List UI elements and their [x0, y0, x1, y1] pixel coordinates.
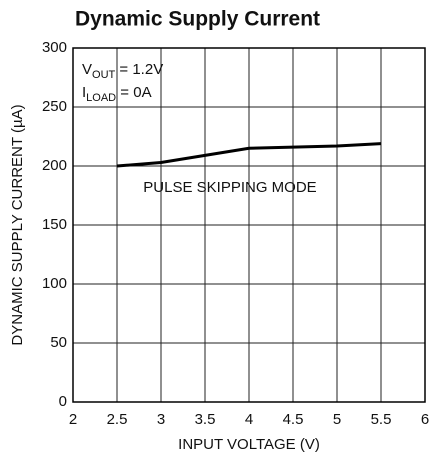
series-label: PULSE SKIPPING MODE	[143, 179, 316, 196]
series-line	[116, 142, 382, 168]
chart-title: Dynamic Supply Current	[75, 8, 320, 31]
annotation-after: = 0A	[116, 84, 151, 101]
x-tick-label: 6	[421, 411, 429, 428]
annotation-after: = 1.2V	[115, 61, 163, 78]
annotation-sub: OUT	[92, 69, 116, 81]
x-tick-label: 4	[245, 411, 253, 428]
y-tick-label: 300	[42, 39, 67, 56]
y-tick-label: 100	[42, 275, 67, 292]
y-tick-label: 50	[50, 334, 67, 351]
y-tick-label: 0	[59, 393, 67, 410]
annotation: VOUT = 1.2V	[82, 61, 163, 81]
x-tick-label: 5	[333, 411, 341, 428]
x-axis-label: INPUT VOLTAGE (V)	[178, 436, 320, 453]
x-tick-label: 2	[69, 411, 77, 428]
x-tick-label: 3	[157, 411, 165, 428]
annotation-main: I	[82, 84, 86, 101]
annotation: ILOAD = 0A	[82, 84, 152, 104]
y-tick-label: 250	[42, 98, 67, 115]
y-tick-label: 150	[42, 216, 67, 233]
y-axis-label: DYNAMIC SUPPLY CURRENT (µA)	[9, 104, 26, 345]
y-tick-label: 200	[42, 157, 67, 174]
plot-frame	[72, 47, 426, 403]
annotation-main: V	[82, 61, 92, 78]
x-tick-label: 5.5	[371, 411, 392, 428]
annotation-sub: LOAD	[86, 92, 116, 104]
x-tick-label: 2.5	[107, 411, 128, 428]
x-tick-label: 4.5	[283, 411, 304, 428]
x-tick-label: 3.5	[195, 411, 216, 428]
